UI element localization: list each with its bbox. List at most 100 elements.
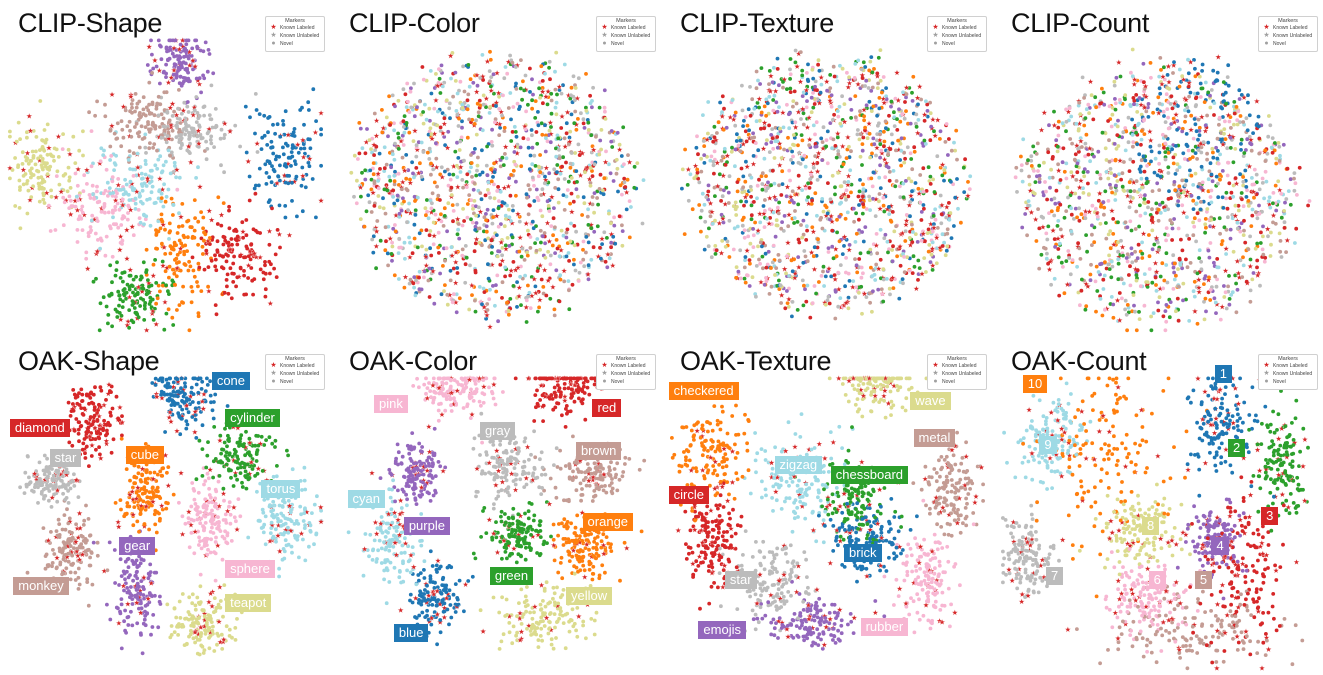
point <box>536 123 541 128</box>
point <box>547 209 552 214</box>
point <box>1129 70 1133 75</box>
point <box>764 265 769 270</box>
point <box>579 111 583 116</box>
point <box>708 158 713 163</box>
point <box>494 289 499 294</box>
point <box>910 99 915 103</box>
point <box>113 307 118 312</box>
point <box>142 181 147 186</box>
point <box>1176 318 1181 323</box>
point <box>175 252 180 257</box>
point <box>928 100 932 105</box>
scatter-plot <box>1013 47 1312 333</box>
point <box>766 180 770 185</box>
point <box>819 274 824 278</box>
point <box>754 264 759 268</box>
point <box>1046 147 1050 152</box>
point <box>408 89 413 94</box>
point <box>159 44 163 49</box>
point <box>538 80 542 85</box>
point <box>1147 267 1152 271</box>
point <box>925 109 930 113</box>
point-known-labeled <box>934 116 942 124</box>
point <box>543 174 547 179</box>
point <box>432 180 437 185</box>
point <box>1235 220 1240 225</box>
point <box>944 248 949 253</box>
scatter-plot <box>349 49 646 330</box>
point <box>378 167 382 171</box>
point <box>557 254 562 259</box>
point <box>119 144 124 149</box>
point-known-labeled <box>544 276 552 284</box>
point <box>966 180 970 184</box>
point <box>774 100 779 105</box>
point <box>756 244 760 249</box>
point <box>762 104 767 109</box>
point <box>843 284 847 289</box>
point <box>52 158 56 163</box>
point <box>293 159 297 164</box>
point <box>139 199 143 204</box>
point <box>246 254 251 259</box>
point-known-labeled <box>173 166 181 173</box>
point <box>66 165 71 170</box>
point <box>455 271 460 275</box>
point <box>570 282 575 287</box>
point-known-labeled <box>187 158 195 166</box>
point <box>433 212 438 217</box>
point <box>357 121 362 125</box>
point <box>115 121 120 126</box>
point-known-labeled <box>817 73 825 81</box>
point <box>416 140 421 145</box>
point <box>947 201 951 205</box>
point <box>844 256 848 260</box>
point <box>726 201 731 205</box>
point <box>788 67 792 72</box>
point <box>589 257 594 262</box>
point <box>828 217 832 222</box>
point <box>1204 309 1208 314</box>
point <box>1237 88 1242 93</box>
point <box>111 210 115 215</box>
point <box>573 109 578 114</box>
point <box>94 276 98 281</box>
point <box>412 81 416 86</box>
point-known-labeled <box>522 303 530 311</box>
point <box>143 132 148 137</box>
point <box>614 171 619 176</box>
point <box>822 284 826 288</box>
point <box>785 102 789 107</box>
point <box>492 170 497 175</box>
point <box>140 188 145 193</box>
point <box>815 88 819 93</box>
point <box>799 117 803 121</box>
point <box>267 175 272 180</box>
point <box>1130 309 1134 314</box>
point <box>14 139 19 144</box>
point <box>261 270 266 275</box>
point <box>540 234 545 239</box>
point-known-labeled <box>573 94 581 102</box>
point <box>414 154 419 159</box>
point <box>1224 306 1229 311</box>
point-known-labeled <box>126 266 134 273</box>
point <box>1236 203 1241 208</box>
point <box>438 129 443 134</box>
point <box>857 203 861 207</box>
point <box>390 240 394 245</box>
point <box>814 120 819 125</box>
point <box>775 205 780 210</box>
point <box>356 157 360 161</box>
point <box>168 153 173 158</box>
point <box>930 268 935 272</box>
point <box>695 134 699 139</box>
point <box>573 86 578 90</box>
point <box>117 311 122 315</box>
point <box>790 149 794 154</box>
point-known-labeled <box>205 207 213 214</box>
point <box>1205 157 1209 162</box>
point <box>506 106 511 110</box>
point <box>952 140 956 145</box>
point <box>968 174 973 179</box>
